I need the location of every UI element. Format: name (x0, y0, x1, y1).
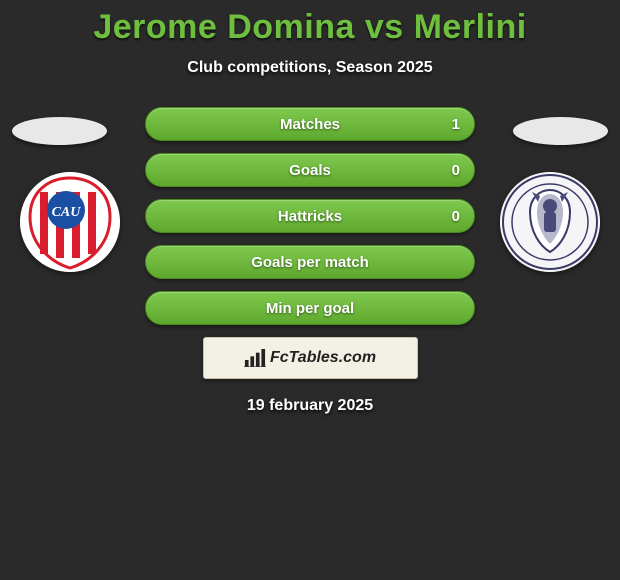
club-badge-right-svg (500, 172, 600, 272)
brand-text: FcTables.com (244, 349, 376, 367)
stat-row-goals-per-match: Goals per match (145, 245, 475, 279)
player-right-platform (513, 117, 608, 145)
club-badge-left-svg: CAU (20, 172, 120, 272)
stat-label: Matches (280, 116, 340, 133)
date-label: 19 february 2025 (0, 397, 620, 415)
stat-rows: Matches 1 Goals 0 Hattricks 0 Goals per … (145, 107, 475, 325)
comparison-stage: CAU Matches 1 Goals 0 Hattricks (0, 107, 620, 415)
stat-label: Hattricks (278, 208, 342, 225)
stat-right-value: 0 (452, 208, 460, 225)
stat-row-matches: Matches 1 (145, 107, 475, 141)
page-subtitle: Club competitions, Season 2025 (0, 59, 620, 77)
stat-label: Goals per match (251, 254, 369, 271)
stat-right-value: 0 (452, 162, 460, 179)
stat-row-goals: Goals 0 (145, 153, 475, 187)
page-title: Jerome Domina vs Merlini (0, 0, 620, 47)
stat-row-min-per-goal: Min per goal (145, 291, 475, 325)
club-badge-left-letters: CAU (52, 205, 82, 220)
stat-label: Goals (289, 162, 331, 179)
stat-row-hattricks: Hattricks 0 (145, 199, 475, 233)
club-badge-left: CAU (20, 172, 120, 272)
brand-box: FcTables.com (203, 337, 418, 379)
player-left-platform (12, 117, 107, 145)
brand-label: FcTables.com (270, 349, 376, 367)
bar-chart-icon (244, 349, 266, 367)
club-badge-right (500, 172, 600, 272)
stat-right-value: 1 (452, 116, 460, 133)
stat-label: Min per goal (266, 300, 354, 317)
